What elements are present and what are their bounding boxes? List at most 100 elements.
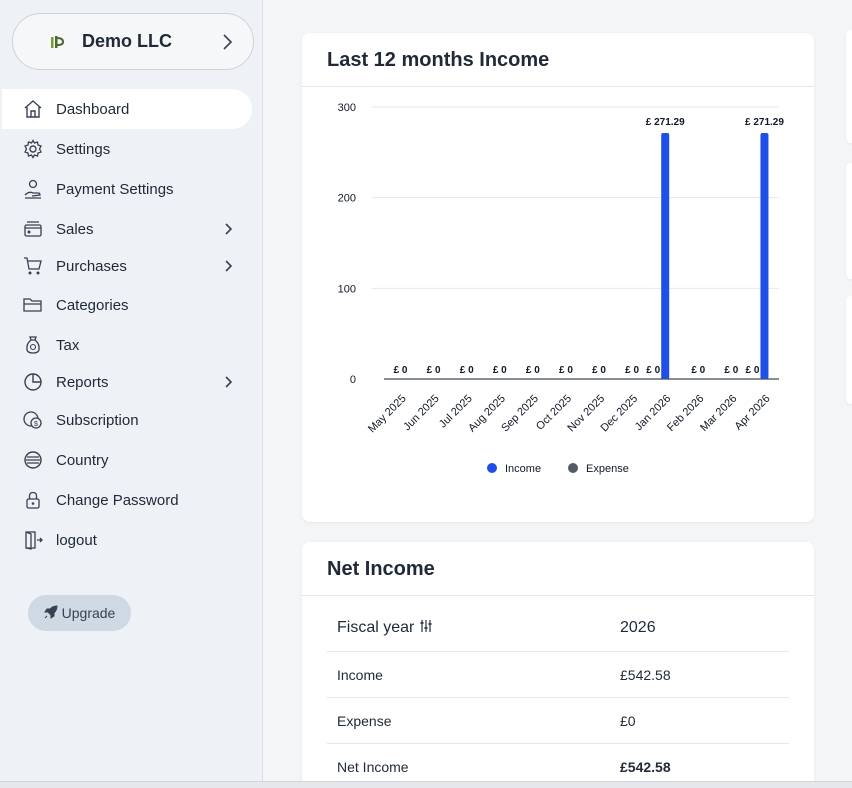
cart-icon xyxy=(22,255,44,277)
sidebar-item-logout[interactable]: logout xyxy=(2,520,252,560)
right-card-partial xyxy=(846,30,852,143)
fiscal-year-value: 2026 xyxy=(620,619,656,636)
x-tick-label: Mar 2026 xyxy=(698,393,739,434)
expense-data-label: £ 0 xyxy=(746,365,760,376)
row-value: £0 xyxy=(620,712,636,729)
sidebar-item-label: Subscription xyxy=(56,411,139,429)
sidebar-item-tax[interactable]: Tax xyxy=(2,325,252,365)
bar-data-label: £ 0 xyxy=(526,365,540,376)
sidebar-item-label: Reports xyxy=(56,373,109,391)
bar-data-label: £ 0 xyxy=(394,365,408,376)
company-name: Demo LLC xyxy=(82,31,172,51)
sidebar-item-dashboard[interactable]: Dashboard xyxy=(2,89,252,129)
bar-data-label: £ 0 xyxy=(691,365,705,376)
income-data-label: £ 271.29 xyxy=(745,117,784,128)
right-card-partial xyxy=(846,163,852,279)
sidebar-item-label: Change Password xyxy=(56,491,179,509)
row-label: Expense xyxy=(337,712,392,729)
right-card-partial xyxy=(846,296,852,404)
row-label: Income xyxy=(337,666,383,683)
lock-icon xyxy=(22,489,44,511)
bar-data-label: £ 0 xyxy=(460,365,474,376)
sidebar-item-settings[interactable]: Settings xyxy=(2,129,252,169)
income-chart-card: Last 12 months Income 0 100 200 300 £ 0 May 2… xyxy=(302,33,814,522)
income-data-label: £ 271.29 xyxy=(646,117,685,128)
x-tick-label: Apr 2026 xyxy=(733,393,773,433)
sidebar-item-label: Sales xyxy=(56,220,94,238)
sidebar-item-label: Categories xyxy=(56,296,129,314)
divider xyxy=(302,595,814,596)
x-tick-label: Jun 2025 xyxy=(401,393,441,433)
fiscal-year-label: Fiscal year xyxy=(337,619,415,636)
table-row: Income £542.58 xyxy=(327,652,789,698)
sidebar-item-sales[interactable]: Sales xyxy=(2,209,252,249)
upgrade-button[interactable]: Upgrade xyxy=(28,595,131,631)
sliders-icon[interactable] xyxy=(420,619,432,638)
income-bar xyxy=(760,133,769,379)
sidebar-item-subscription[interactable]: $ Subscription xyxy=(2,400,252,440)
payment-hand-icon xyxy=(22,178,44,200)
card-title: Net Income xyxy=(327,558,435,580)
legend-income-label: Income xyxy=(505,463,541,475)
tax-bag-icon xyxy=(22,334,44,356)
sidebar-item-label: Dashboard xyxy=(56,100,130,118)
sidebar-item-label: Payment Settings xyxy=(56,180,174,198)
divider xyxy=(302,86,814,87)
chevron-right-icon xyxy=(220,221,236,237)
bar-data-label: £ 0 xyxy=(592,365,606,376)
net-income-card: Net Income Fiscal year 2026 Income £542.… xyxy=(302,542,814,788)
chevron-right-icon xyxy=(220,374,236,390)
income-bar xyxy=(661,133,670,379)
sidebar: Demo LLC Dashboard Settings Payment Sett… xyxy=(0,0,263,781)
company-logo-icon xyxy=(46,31,68,53)
chevron-right-icon xyxy=(220,258,236,274)
chevron-right-icon xyxy=(217,32,237,52)
legend-expense-marker xyxy=(568,463,578,473)
bar-data-label: £ 0 xyxy=(427,365,441,376)
folder-icon xyxy=(22,294,44,316)
sidebar-item-country[interactable]: Country xyxy=(2,440,252,480)
sidebar-item-label: Country xyxy=(56,451,109,469)
row-value: £542.58 xyxy=(620,666,671,683)
coins-icon: $ xyxy=(22,409,44,431)
bar-data-label: £ 0 xyxy=(493,365,507,376)
sidebar-item-reports[interactable]: Reports xyxy=(2,362,252,402)
card-title: Last 12 months Income xyxy=(327,49,550,71)
sidebar-item-label: Purchases xyxy=(56,257,127,275)
fiscal-year-row: Fiscal year 2026 xyxy=(327,605,789,652)
row-value: £542.58 xyxy=(620,759,671,775)
company-switcher[interactable]: Demo LLC xyxy=(12,13,254,70)
horizontal-scrollbar[interactable] xyxy=(0,781,852,788)
bar-data-label: £ 0 xyxy=(724,365,738,376)
globe-lines-icon xyxy=(22,449,44,471)
table-row: Expense £0 xyxy=(327,698,789,744)
svg-text:$: $ xyxy=(34,421,38,428)
sidebar-item-change-password[interactable]: Change Password xyxy=(2,480,252,520)
card-icon xyxy=(22,218,44,240)
bar-data-label: £ 0 xyxy=(625,365,639,376)
sidebar-item-label: Tax xyxy=(56,336,80,354)
row-label: Net Income xyxy=(337,759,409,775)
table-row: Net Income £542.58 xyxy=(327,744,789,788)
sidebar-item-label: logout xyxy=(56,531,97,549)
sidebar-item-purchases[interactable]: Purchases xyxy=(2,246,252,286)
sidebar-item-label: Settings xyxy=(56,140,111,158)
y-tick-label: 0 xyxy=(350,374,356,386)
expense-data-label: £ 0 xyxy=(646,365,660,376)
y-tick-label: 200 xyxy=(338,193,356,205)
upgrade-label: Upgrade xyxy=(61,605,116,621)
sidebar-item-payment-settings[interactable]: Payment Settings xyxy=(2,169,252,209)
logout-door-icon xyxy=(22,529,44,551)
legend-expense-label: Expense xyxy=(586,463,629,475)
rocket-icon xyxy=(43,604,58,622)
sidebar-item-categories[interactable]: Categories xyxy=(2,285,252,325)
gear-icon xyxy=(22,138,44,160)
pie-chart-icon xyxy=(22,371,44,393)
bar-data-label: £ 0 xyxy=(559,365,573,376)
home-icon xyxy=(22,98,44,120)
y-tick-label: 100 xyxy=(338,283,356,295)
legend-income-marker xyxy=(487,463,497,473)
y-tick-label: 300 xyxy=(338,102,356,114)
x-tick-label: May 2025 xyxy=(366,393,409,436)
